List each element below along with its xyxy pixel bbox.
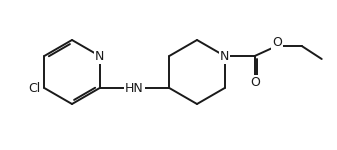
Text: O: O: [272, 36, 282, 48]
Text: N: N: [220, 50, 229, 63]
Text: N: N: [95, 50, 104, 63]
Text: Cl: Cl: [28, 81, 40, 94]
Text: HN: HN: [125, 82, 144, 96]
Text: O: O: [250, 75, 259, 88]
